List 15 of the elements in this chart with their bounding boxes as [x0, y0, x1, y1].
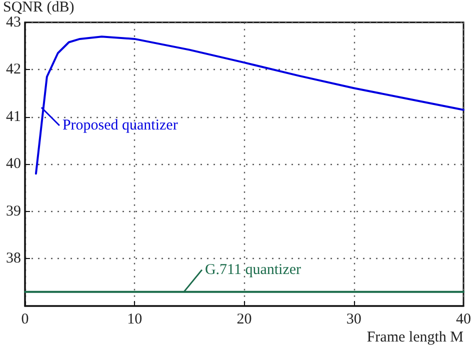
y-tick-label: 39 — [6, 203, 21, 220]
y-tick-label: 43 — [6, 14, 21, 30]
y-tick-label: 42 — [6, 62, 21, 78]
x-tick-label: 0 — [21, 312, 29, 328]
y-tick-label: 41 — [6, 108, 21, 125]
x-tick-label: 10 — [127, 312, 142, 328]
x-axis-title: Frame length M — [366, 330, 464, 346]
y-tick-label: 40 — [6, 156, 21, 172]
x-tick-label: 20 — [236, 312, 252, 328]
annotation: G.711 quantizer — [204, 262, 302, 278]
x-tick-label: 40 — [456, 312, 471, 328]
y-tick-label: 38 — [6, 250, 21, 267]
x-tick-label: 30 — [346, 312, 362, 328]
annotation: Proposed quantizer — [62, 117, 178, 134]
y-axis-title: SQNR (dB) — [3, 0, 74, 16]
